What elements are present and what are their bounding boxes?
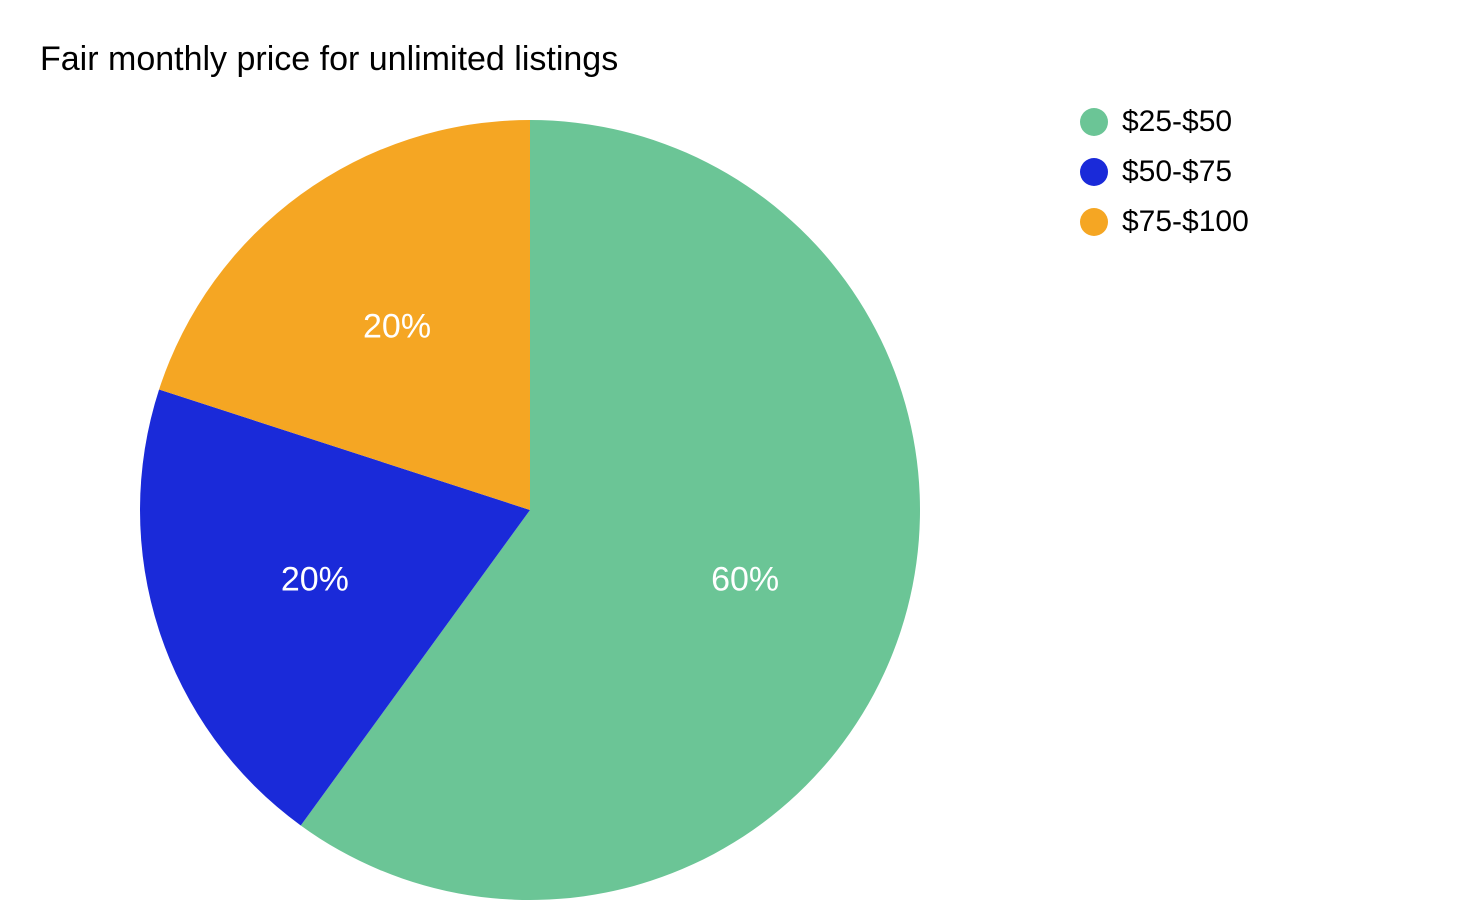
legend: $25-$50 $50-$75 $75-$100	[1080, 105, 1249, 239]
slice-percent-label: 20%	[363, 308, 431, 347]
legend-label: $25-$50	[1122, 105, 1232, 139]
chart-title: Fair monthly price for unlimited listing…	[40, 40, 618, 79]
chart-container: Fair monthly price for unlimited listing…	[0, 0, 1470, 916]
legend-swatch	[1080, 108, 1108, 136]
legend-item: $75-$100	[1080, 205, 1249, 239]
pie-chart: 60% 20% 20%	[140, 120, 920, 900]
slice-percent-label: 20%	[281, 560, 349, 599]
legend-swatch	[1080, 158, 1108, 186]
pie-svg	[140, 120, 920, 900]
legend-item: $25-$50	[1080, 105, 1249, 139]
legend-item: $50-$75	[1080, 155, 1249, 189]
legend-label: $50-$75	[1122, 155, 1232, 189]
legend-swatch	[1080, 208, 1108, 236]
legend-label: $75-$100	[1122, 205, 1249, 239]
slice-percent-label: 60%	[711, 560, 779, 599]
